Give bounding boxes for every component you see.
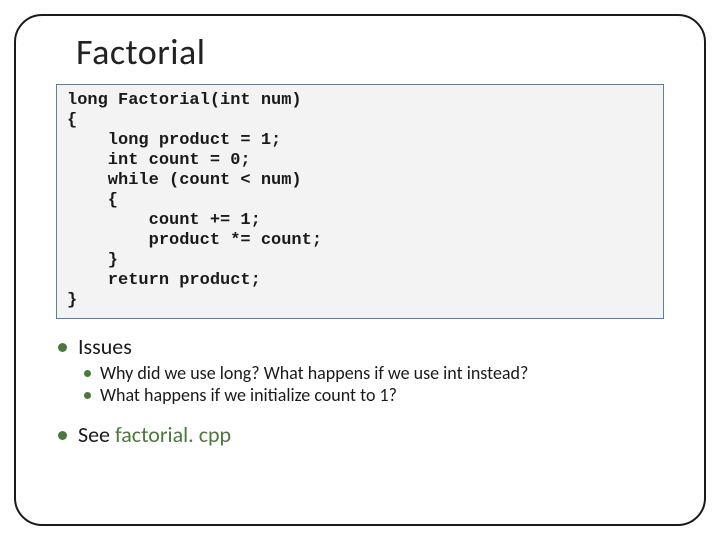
bullet-see-file: See factorial. cpp [56,421,668,448]
bullet-label-prefix: See [78,421,115,448]
bullet-list: Issues Why did we use long? What happens… [52,333,668,448]
sub-bullet-label: Why did we use long? What happens if we … [100,362,528,384]
slide-frame: Factorial long Factorial(int num) { long… [14,14,706,526]
file-link: factorial. cpp [115,421,231,448]
sub-bullet-label: What happens if we initialize count to 1… [100,384,397,406]
bullet-label: Issues [78,333,132,360]
sub-bullet-item: Why did we use long? What happens if we … [82,362,668,385]
code-block: long Factorial(int num) { long product =… [56,84,664,319]
bullet-issues: Issues Why did we use long? What happens… [56,333,668,407]
sub-bullet-list: Why did we use long? What happens if we … [78,362,668,407]
sub-bullet-item: What happens if we initialize count to 1… [82,384,668,407]
slide-title: Factorial [76,30,668,74]
